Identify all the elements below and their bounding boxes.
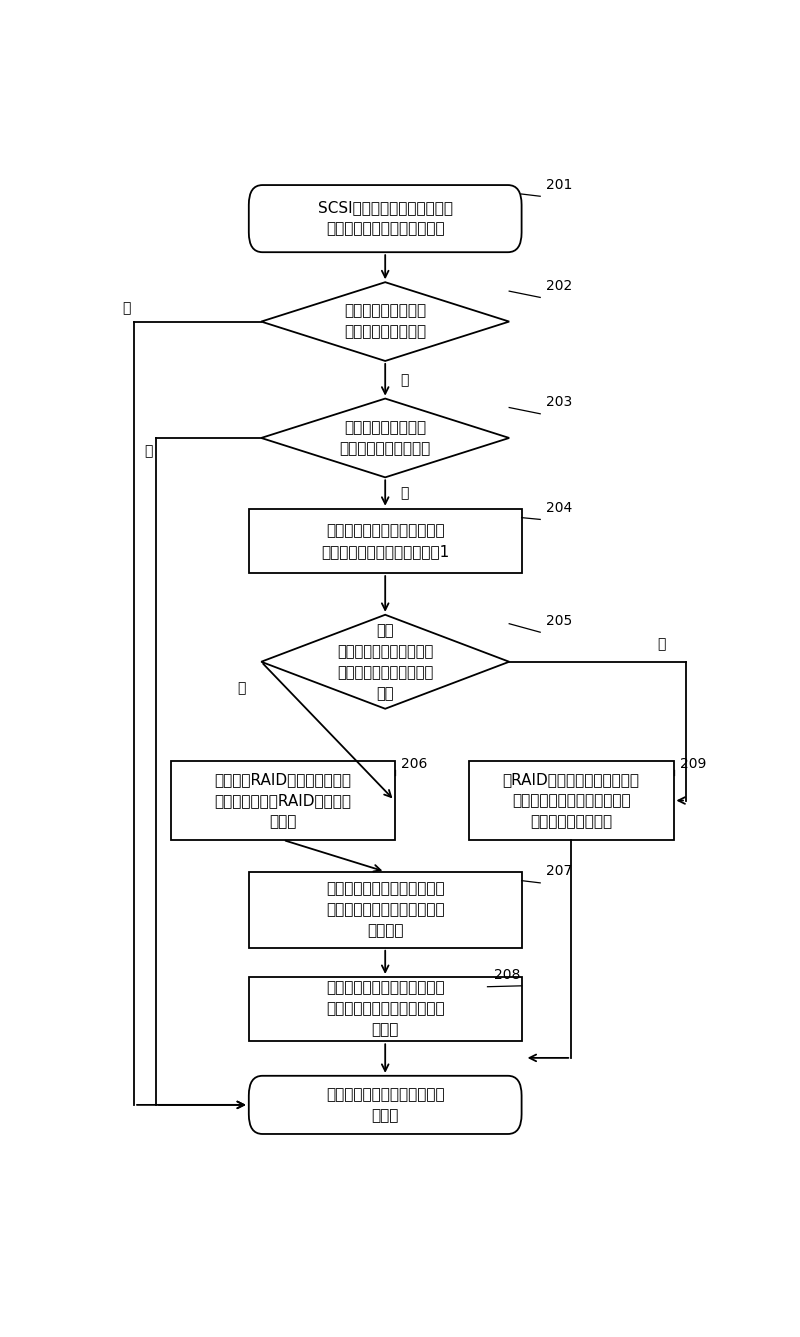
Bar: [249, 872, 522, 948]
Bar: [469, 761, 674, 840]
Polygon shape: [262, 398, 510, 477]
Text: 判断
该硬盘设备的异常计数值
是否超过预设的异常计数
阈值: 判断 该硬盘设备的异常计数值 是否超过预设的异常计数 阈值: [337, 623, 434, 701]
Text: 209: 209: [680, 757, 706, 771]
FancyBboxPatch shape: [249, 185, 522, 253]
Text: 向上层的RAID发送恢复处理容
忍事件，以避免RAID将硬盘设
备移除: 向上层的RAID发送恢复处理容 忍事件，以避免RAID将硬盘设 备移除: [214, 771, 351, 829]
Polygon shape: [262, 282, 510, 361]
Text: 否: 否: [122, 301, 131, 316]
Text: 207: 207: [546, 865, 573, 878]
Text: 204: 204: [546, 501, 573, 515]
Text: 否: 否: [238, 682, 246, 695]
Bar: [171, 761, 394, 840]
Text: 208: 208: [494, 968, 520, 983]
Text: 向RAID发送恢复处理失败事件
，等待设定时长后，删除硬盘
设备对应的错误节点: 向RAID发送恢复处理失败事件 ，等待设定时长后，删除硬盘 设备对应的错误节点: [502, 771, 640, 829]
Text: 203: 203: [546, 396, 573, 409]
Text: 定时器超时后，向硬盘控制单
元发送针对上述硬盘设备的上
电命令: 定时器超时后，向硬盘控制单 元发送针对上述硬盘设备的上 电命令: [326, 980, 445, 1038]
Text: 判断该硬盘设备是否
正在进行异常恢复处理: 判断该硬盘设备是否 正在进行异常恢复处理: [339, 420, 431, 456]
Text: 结束对当前感测数据的容错处
理流程: 结束对当前感测数据的容错处 理流程: [326, 1087, 445, 1123]
Text: 在硬盘设备对应的错误节点中
将该硬盘设备的异常计数值加1: 在硬盘设备对应的错误节点中 将该硬盘设备的异常计数值加1: [321, 523, 450, 559]
Text: SCSI驱动程序收到硬盘设备发
送的包含感测数据的命令响应: SCSI驱动程序收到硬盘设备发 送的包含感测数据的命令响应: [318, 201, 453, 237]
Polygon shape: [262, 615, 510, 709]
Text: 向硬盘控制单元发送针对上述
硬盘设备的下电命令，同时启
动定时器: 向硬盘控制单元发送针对上述 硬盘设备的下电命令，同时启 动定时器: [326, 881, 445, 939]
Text: 否: 否: [401, 487, 409, 500]
Text: 205: 205: [546, 614, 573, 628]
Text: 201: 201: [546, 178, 573, 191]
Text: 206: 206: [401, 757, 427, 771]
Text: 判断该硬盘设备是否
在存储系统的拓扑中: 判断该硬盘设备是否 在存储系统的拓扑中: [344, 303, 426, 340]
Text: 202: 202: [546, 279, 573, 293]
Text: 是: 是: [144, 444, 153, 459]
FancyBboxPatch shape: [249, 1076, 522, 1134]
Text: 是: 是: [657, 636, 666, 651]
Text: 是: 是: [401, 373, 409, 386]
Bar: [249, 508, 522, 574]
Bar: [249, 977, 522, 1042]
